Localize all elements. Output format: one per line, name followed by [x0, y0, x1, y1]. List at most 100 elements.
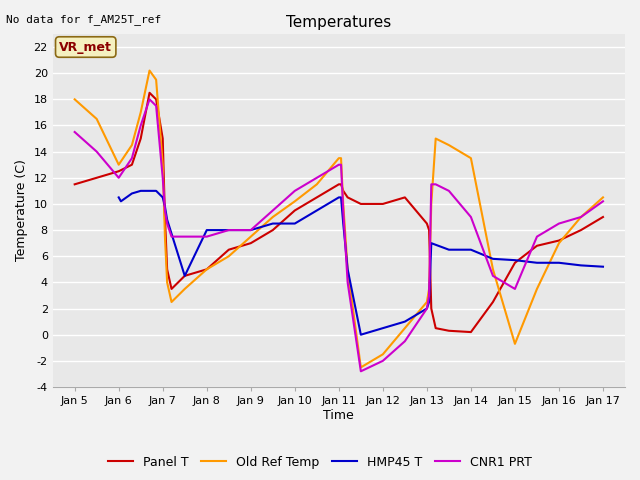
Old Ref Temp — [163, 279, 171, 285]
HMP45 T — [313, 207, 321, 213]
Old Ref Temp — [137, 109, 145, 115]
Panel T — [489, 299, 497, 305]
Line: Old Ref Temp: Old Ref Temp — [75, 71, 603, 367]
Panel T — [337, 181, 345, 187]
CNR1 PRT — [335, 162, 342, 168]
HMP45 T — [225, 227, 232, 233]
CNR1 PRT — [533, 234, 541, 240]
CNR1 PRT — [225, 227, 232, 233]
Panel T — [269, 227, 276, 233]
Old Ref Temp — [337, 156, 345, 161]
Panel T — [181, 273, 189, 279]
CNR1 PRT — [467, 214, 475, 220]
HMP45 T — [203, 227, 211, 233]
CNR1 PRT — [428, 181, 435, 187]
HMP45 T — [467, 247, 475, 252]
HMP45 T — [269, 221, 276, 227]
Line: HMP45 T: HMP45 T — [118, 191, 603, 335]
Old Ref Temp — [291, 198, 299, 204]
HMP45 T — [533, 260, 541, 265]
Panel T — [247, 240, 255, 246]
CNR1 PRT — [159, 175, 166, 180]
HMP45 T — [511, 257, 519, 263]
X-axis label: Time: Time — [323, 409, 354, 422]
CNR1 PRT — [313, 175, 321, 180]
Old Ref Temp — [555, 240, 563, 246]
CNR1 PRT — [401, 338, 409, 344]
Old Ref Temp — [432, 136, 440, 142]
CNR1 PRT — [445, 188, 452, 194]
Panel T — [161, 214, 169, 220]
Panel T — [93, 175, 100, 180]
Panel T — [533, 243, 541, 249]
Panel T — [379, 201, 387, 207]
CNR1 PRT — [163, 221, 171, 227]
Old Ref Temp — [423, 299, 431, 305]
Old Ref Temp — [269, 214, 276, 220]
Panel T — [577, 227, 585, 233]
Panel T — [128, 162, 136, 168]
CNR1 PRT — [203, 234, 211, 240]
Old Ref Temp — [344, 266, 351, 272]
HMP45 T — [159, 194, 166, 200]
Panel T — [168, 286, 175, 292]
HMP45 T — [291, 221, 299, 227]
Old Ref Temp — [128, 142, 136, 148]
Old Ref Temp — [225, 253, 232, 259]
Panel T — [339, 188, 347, 194]
Panel T — [313, 194, 321, 200]
Old Ref Temp — [93, 116, 100, 122]
CNR1 PRT — [339, 207, 347, 213]
Old Ref Temp — [313, 181, 321, 187]
HMP45 T — [489, 256, 497, 262]
Panel T — [344, 194, 351, 200]
CNR1 PRT — [423, 306, 431, 312]
Old Ref Temp — [339, 201, 347, 207]
HMP45 T — [337, 194, 345, 200]
CNR1 PRT — [291, 188, 299, 194]
HMP45 T — [428, 240, 435, 246]
Old Ref Temp — [247, 234, 255, 240]
CNR1 PRT — [379, 358, 387, 364]
CNR1 PRT — [161, 207, 169, 213]
HMP45 T — [115, 194, 122, 200]
Old Ref Temp — [428, 201, 435, 207]
CNR1 PRT — [152, 103, 160, 109]
Title: Temperatures: Temperatures — [286, 15, 392, 30]
HMP45 T — [137, 188, 145, 194]
HMP45 T — [401, 319, 409, 324]
Line: Panel T: Panel T — [75, 93, 603, 332]
HMP45 T — [335, 194, 342, 200]
CNR1 PRT — [137, 122, 145, 128]
Y-axis label: Temperature (C): Temperature (C) — [15, 159, 28, 262]
Old Ref Temp — [599, 194, 607, 200]
Old Ref Temp — [159, 162, 166, 168]
CNR1 PRT — [425, 293, 433, 299]
Old Ref Temp — [161, 234, 169, 240]
Panel T — [432, 325, 440, 331]
CNR1 PRT — [181, 234, 189, 240]
Old Ref Temp — [357, 364, 365, 370]
Old Ref Temp — [467, 156, 475, 161]
Panel T — [428, 306, 435, 312]
CNR1 PRT — [146, 96, 154, 102]
Old Ref Temp — [489, 266, 497, 272]
Panel T — [146, 90, 154, 96]
HMP45 T — [445, 247, 452, 252]
Old Ref Temp — [168, 299, 175, 305]
Text: VR_met: VR_met — [60, 40, 112, 54]
Panel T — [163, 266, 171, 272]
Old Ref Temp — [445, 142, 452, 148]
Panel T — [445, 328, 452, 334]
Old Ref Temp — [533, 286, 541, 292]
Old Ref Temp — [181, 286, 189, 292]
Old Ref Temp — [152, 77, 160, 83]
HMP45 T — [425, 299, 433, 305]
HMP45 T — [163, 217, 171, 223]
HMP45 T — [599, 264, 607, 270]
HMP45 T — [161, 204, 169, 209]
Old Ref Temp — [146, 68, 154, 73]
CNR1 PRT — [269, 207, 276, 213]
HMP45 T — [117, 198, 125, 204]
CNR1 PRT — [168, 234, 175, 240]
